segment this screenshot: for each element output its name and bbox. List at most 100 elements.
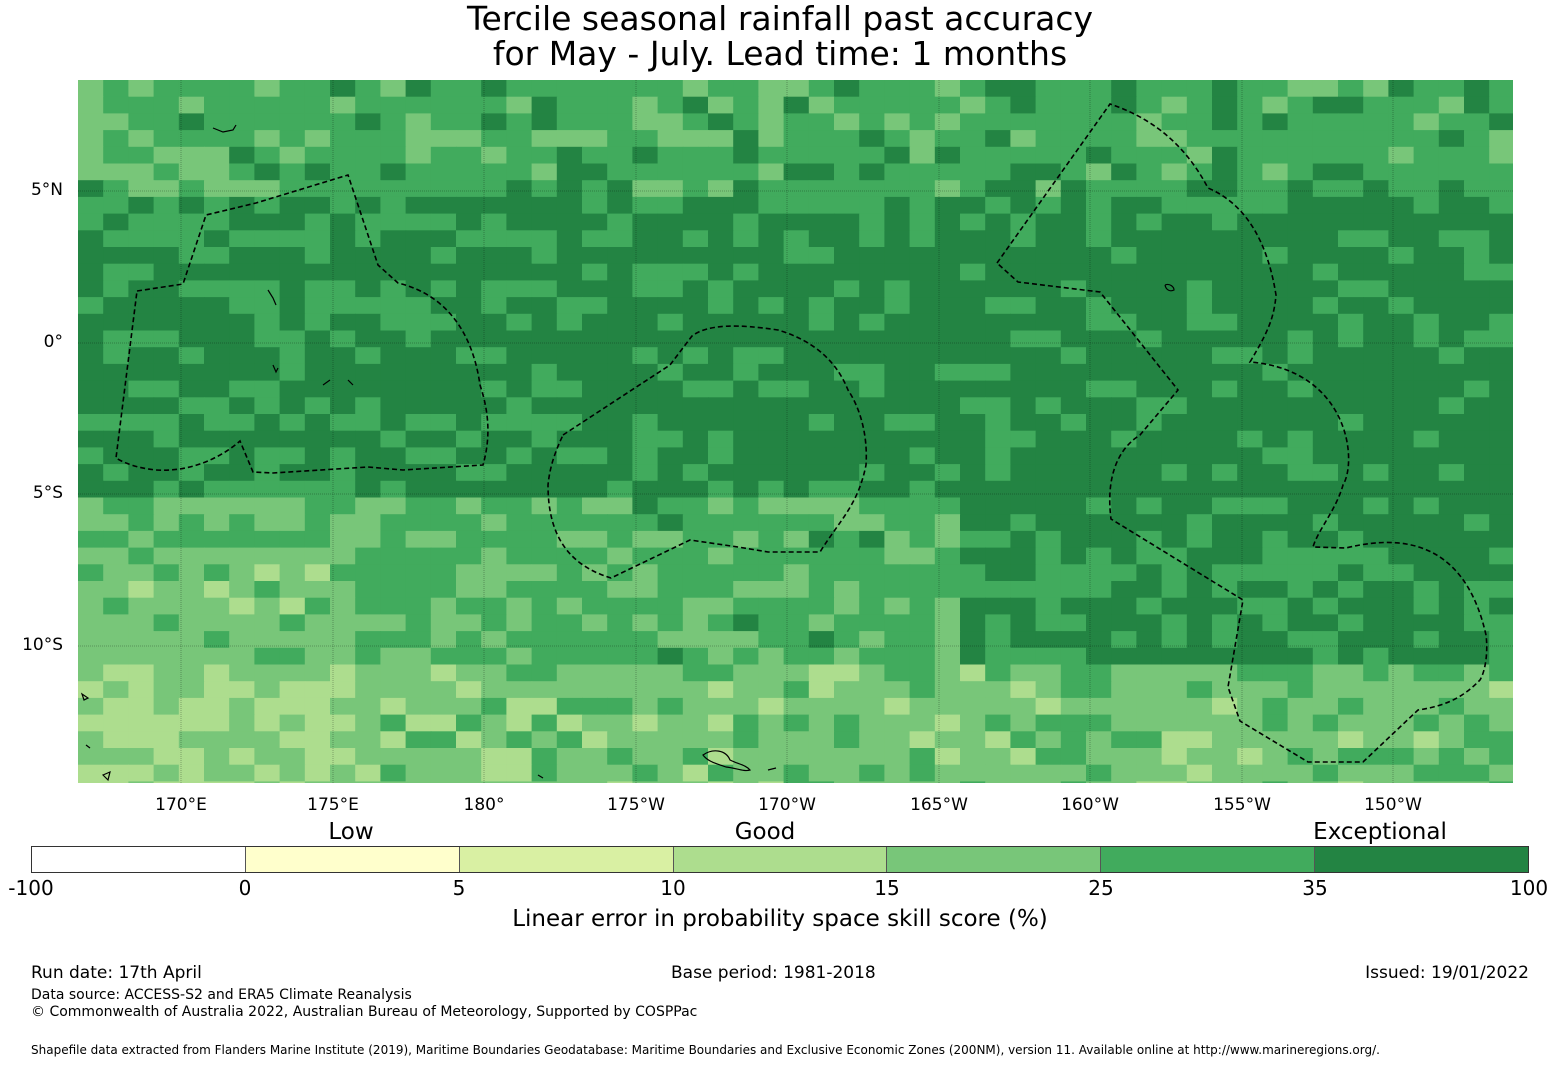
skill-cell [1287, 113, 1314, 131]
skill-cell [1060, 781, 1087, 783]
skill-cell [960, 681, 986, 699]
skill-cell [582, 631, 608, 649]
skill-cell [531, 213, 558, 231]
skill-cell [607, 180, 633, 198]
skill-cell [607, 748, 633, 766]
skill-cell [1262, 430, 1289, 448]
skill-cell [380, 631, 407, 649]
lon-tick-label: 150°W [1364, 795, 1422, 815]
skill-cell [657, 664, 684, 682]
skill-cell [1464, 130, 1490, 148]
skill-cell [657, 631, 684, 649]
skill-cell [884, 297, 911, 315]
skill-cell [783, 480, 810, 499]
skill-cell [1464, 581, 1490, 599]
skill-cell [1161, 230, 1188, 248]
skill-cell [1237, 681, 1263, 699]
skill-cell [204, 714, 230, 732]
skill-cell [1136, 748, 1163, 766]
skill-cell [78, 547, 104, 565]
skill-cell [632, 464, 659, 482]
skill-cell [1464, 464, 1490, 482]
skill-cell [1060, 497, 1087, 515]
skill-cell [1413, 96, 1440, 114]
skill-cell [204, 146, 230, 165]
skill-cell [1388, 280, 1415, 298]
skill-cell [481, 146, 507, 165]
skill-cell [355, 347, 381, 365]
skill-cell [1489, 581, 1513, 599]
skill-cell [1388, 681, 1415, 699]
skill-cell [279, 196, 306, 215]
skill-cell [985, 230, 1011, 248]
skill-cell [808, 647, 835, 666]
skill-cell [1237, 263, 1263, 281]
skill-cell [1363, 714, 1389, 732]
skill-cell [1464, 597, 1490, 615]
skill-cell [506, 80, 533, 98]
skill-cell [1287, 631, 1314, 649]
skill-cell [1413, 547, 1440, 565]
skill-cell [531, 581, 558, 599]
skill-cell [1338, 530, 1364, 549]
skill-cell [1111, 130, 1137, 148]
skill-cell [1086, 514, 1112, 532]
skill-cell [254, 380, 281, 398]
lon-tick-label: 170°W [758, 795, 816, 815]
skill-cell [783, 631, 810, 649]
skill-cell [1035, 347, 1062, 365]
skill-cell [556, 547, 583, 565]
skill-cell [481, 614, 507, 632]
skill-cell [456, 213, 482, 231]
skill-cell [531, 464, 558, 482]
skill-cell [456, 447, 482, 465]
skill-cell [783, 731, 810, 749]
skill-cell [506, 564, 533, 582]
skill-cell [834, 748, 860, 766]
skill-cell [405, 497, 432, 515]
skill-cell [657, 163, 684, 181]
skill-cell [1237, 748, 1263, 766]
skill-cell [506, 497, 533, 515]
skill-cell [204, 731, 230, 749]
skill-cell [1338, 497, 1364, 515]
skill-cell [607, 347, 633, 365]
skill-cell [1111, 414, 1137, 432]
skill-cell [985, 80, 1011, 98]
skill-cell [1237, 464, 1263, 482]
skill-cell [204, 130, 230, 148]
skill-cell [859, 447, 885, 465]
skill-cell [1186, 363, 1213, 382]
skill-cell [1010, 330, 1037, 348]
skill-cell [884, 380, 911, 398]
skill-cell [1111, 447, 1137, 465]
skill-cell [1338, 163, 1364, 181]
skill-cell [506, 180, 533, 198]
skill-cell [229, 664, 255, 682]
skill-cell [355, 196, 381, 215]
skill-cell [355, 230, 381, 248]
skill-cell [1111, 263, 1137, 281]
skill-cell [78, 514, 104, 532]
skill-cell [1312, 113, 1339, 131]
skill-cell [430, 414, 457, 432]
colorbar-tick: 10 [660, 876, 686, 900]
skill-cell [380, 764, 407, 782]
skill-cell [178, 347, 205, 365]
skill-cell [607, 697, 633, 716]
skill-cell [607, 163, 633, 181]
skill-cell [708, 130, 734, 148]
skill-cell [934, 480, 961, 499]
skill-cell [1388, 247, 1415, 265]
skill-cell [834, 614, 860, 632]
skill-cell [657, 263, 684, 281]
skill-cell [1287, 781, 1314, 783]
skill-cell [582, 163, 608, 181]
skill-cell [582, 430, 608, 448]
skill-cell [355, 530, 381, 549]
skill-cell [1489, 263, 1513, 281]
skill-cell [1312, 781, 1339, 783]
skill-cell [1186, 213, 1213, 231]
skill-cell [103, 130, 129, 148]
colorbar-tick: 0 [238, 876, 252, 900]
